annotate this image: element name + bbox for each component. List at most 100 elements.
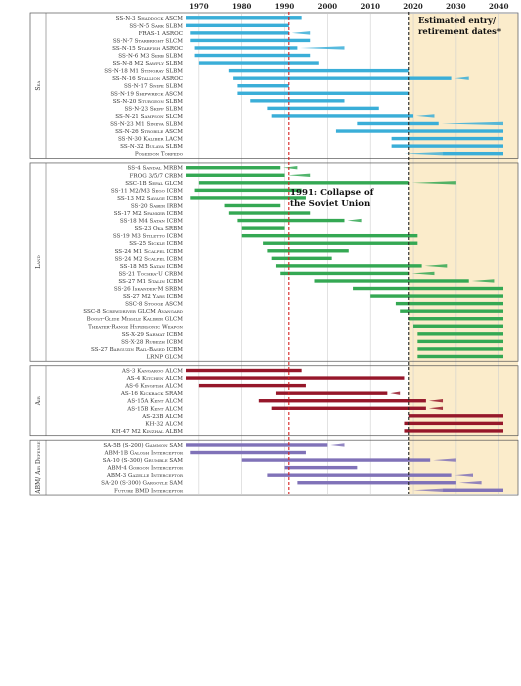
bar-boost-glide-missile-kaliber-glcm	[408, 317, 503, 321]
bar-ss-x-29-sarmat-icbm	[417, 332, 503, 336]
x-tick-label: 2030	[446, 2, 466, 11]
group-frame	[29, 439, 519, 496]
collapse-annotation-line2: the Soviet Union	[290, 199, 371, 209]
system-label-as-6-kingfish-alcm: AS-6 Kingfish ALCM	[124, 384, 183, 390]
system-label-abm-1b-galosh-interceptor: ABM-1B Galosh Interceptor	[104, 451, 184, 457]
estimate-wedge	[471, 279, 495, 283]
system-label-poseidon-torpedo: Poseidon Torpedo	[135, 152, 184, 158]
system-label-kh-47-m2-kinzhal-albm: KH-47 M2 Kinzhal ALBM	[112, 429, 184, 435]
bar-theater-range-hypersonic-weapon	[413, 324, 503, 328]
bar-ss-27-m1-stalin-icbm	[314, 279, 469, 283]
bar-ss-n-23-skiff-slbm	[267, 106, 379, 111]
system-label-ss-24-m1-scalpel-icbm: SS-24 M1 Scalpel ICBM	[115, 249, 184, 255]
bar-future-bmd-interceptor	[443, 488, 503, 492]
bar-poseidon-torpedo	[443, 151, 503, 156]
system-label-future-bmd-interceptor: Future BMD Interceptor	[114, 488, 184, 494]
group-label: Air	[35, 395, 42, 406]
group-frame	[29, 365, 519, 437]
bar-ss-n-23-m1-sineva-slbm	[357, 121, 439, 126]
estimate-wedge	[424, 264, 448, 268]
x-tick-label: 1990	[275, 2, 295, 11]
estimate-wedge	[416, 114, 435, 118]
system-label-ss-13-m2-savage-icbm: SS-13 M2 Savage ICBM	[117, 196, 183, 202]
estimate-wedge	[411, 271, 435, 276]
bar-ssc-8-screwdriver-glcm-avangard	[400, 309, 503, 313]
system-label-as-15b-kent-alcm: AS-15B Kent ALCM	[126, 406, 183, 412]
system-label-ss-n-16-stallion-asroc: SS-N-16 Stallion ASROC	[112, 76, 183, 82]
bar-lrnp-glcm	[417, 354, 503, 359]
x-tick-label: 2010	[360, 2, 380, 11]
system-label-ss-n-23-m1-sineva-slbm: SS-N-23 M1 Sineva SLBM	[110, 121, 183, 127]
bar-ss-n-6-m3-serb-slbm	[194, 53, 311, 58]
system-label-ss-11-m2-m3-sego-icbm: SS-11 M2/M3 Sego ICBM	[111, 188, 183, 194]
estimate-band	[408, 14, 518, 495]
bar-frog-3-5-7-crbm	[186, 173, 285, 177]
system-label-ss-27-m2-yars-icbm: SS-27 M2 Yars ICBM	[123, 294, 183, 300]
system-label-ss-27-barguzin-rail-based-icbm: SS-27 Barguzin Rail-Based ICBM	[91, 347, 183, 353]
bar-ss-n-7-starbright-slcm	[190, 38, 311, 43]
bar-ss-n-16-stallion-asroc	[233, 76, 452, 80]
bar-as-6-kingfish-alcm	[198, 383, 306, 388]
bar-fras-1-asroc	[190, 31, 289, 35]
system-label-abm-4-gorgon-interceptor: ABM-4 Gorgon Interceptor	[106, 466, 184, 472]
system-label-ss-18-m4-satan-icbm: SS-18 M4 Satan ICBM	[120, 219, 183, 225]
bar-ss-27-barguzin-rail-based-icbm	[417, 347, 503, 351]
system-label-ss-4-sandal-mrbm: SS-4 Sandal MRBM	[127, 166, 183, 172]
bars-layer	[186, 16, 503, 492]
system-label-as-3-kangaroo-alcm: AS-3 Kangaroo ALCM	[121, 369, 183, 375]
system-label-ss-17-m2-spanker-icbm: SS-17 M2 Spanker ICBM	[114, 211, 183, 217]
bar-ss-n-18-m1-stingray-slbm	[228, 68, 409, 73]
system-label-ss-x-29-sarmat-icbm: SS-X-29 Sarmat ICBM	[122, 332, 184, 338]
estimate-wedge	[428, 406, 444, 410]
bar-sa-5b-s-200-gammon-sam	[186, 443, 328, 447]
system-label-as-15a-kent-alcm: AS-15A Kent ALCM	[126, 399, 183, 405]
estimate-wedge	[441, 121, 503, 126]
group-label: ABM/ Air Defense	[35, 441, 42, 494]
bar-ss-4-sandal-mrbm	[186, 166, 281, 170]
bar-kh-47-m2-kinzhal-albm	[404, 429, 503, 433]
system-label-ss-19-m3-stiletto-icbm: SS-19 M3 Stiletto ICBM	[113, 234, 183, 240]
system-label-ssc-8-screwdriver-glcm-avangard: SSC-8 Screwdriver GLCM Avangard	[83, 309, 183, 315]
bar-ss-n-21-sampson-slcm	[271, 114, 414, 118]
estimate-wedge	[347, 218, 362, 223]
bar-sa-10-s-300-grumble-sam	[241, 458, 431, 462]
labels-layer: 1970 1980 1990 2000 2010 2020 2030 2040 Sea Land A…	[35, 2, 509, 495]
bar-as-4-kitchen-alcm	[186, 376, 405, 380]
x-tick-label: 1980	[232, 2, 252, 11]
system-label-theater-range-hypersonic-weapon: Theater-Range Hypersonic Weapon	[88, 324, 183, 330]
group-label: Land	[35, 255, 42, 269]
system-label-boost-glide-missile-kaliber-glcm: Boost-Glide Missile Kaliber GLCM	[87, 317, 184, 323]
system-label-abm-3-gazelle-interceptor: ABM-3 Gazelle Interceptor	[106, 473, 184, 479]
bar-ss-n-30-kaliber-lacm	[391, 136, 503, 141]
system-label-frog-3-5-7-crbm: FROG 3/5/7 CRBM	[130, 173, 184, 179]
bar-as-15a-kent-alcm	[258, 399, 426, 403]
bar-ss-18-m5-satan-icbm	[275, 264, 422, 268]
system-label-ss-n-20-sturgeon-slbm: SS-N-20 Sturgeon SLBM	[113, 99, 184, 105]
estimate-wedge	[283, 166, 298, 170]
estimate-band-layer	[408, 14, 518, 495]
bar-sa-20-s-300-gargoyle-sam	[297, 481, 456, 485]
x-tick-label: 2000	[318, 2, 338, 11]
system-label-ss-n-32-bulava-slbm: SS-N-32 Bulava SLBM	[120, 144, 183, 150]
estimate-wedge	[287, 173, 311, 177]
bar-ss-n-32-bulava-slbm	[391, 144, 503, 148]
system-label-ss-25-sickle-icbm: SS-25 Sickle ICBM	[129, 241, 183, 247]
system-label-ss-27-m1-stalin-icbm: SS-27 M1 Stalin ICBM	[118, 279, 183, 285]
system-label-ss-n-7-starbright-slcm: SS-N-7 Starbright SLCM	[113, 38, 183, 44]
system-label-ssc-8-stooge-ascm: SSC-8 Stooge ASCM	[125, 302, 183, 308]
system-label-ssc-1b-sepal-glcm: SSC-1B Sepal GLCM	[125, 181, 183, 187]
estimate-wedge	[390, 391, 401, 395]
estimate-wedge	[330, 443, 345, 447]
system-label-ss-n-30-kaliber-lacm: SS-N-30 Kaliber LACM	[118, 137, 183, 143]
estimate-wedge	[454, 76, 469, 80]
estimate-wedge	[300, 46, 345, 50]
x-tick-label: 2040	[489, 2, 509, 11]
estimate-wedge	[404, 151, 444, 156]
system-label-ss-n-8-m2-sawfly-slbm: SS-N-8 M2 Sawfly SLBM	[113, 61, 184, 67]
system-label-ss-18-m5-satan-icbm: SS-18 M5 Satan ICBM	[120, 264, 183, 270]
bar-ss-n-20-sturgeon-slbm	[250, 99, 345, 103]
bar-abm-3-gazelle-interceptor	[267, 473, 452, 477]
system-label-as-23b-alcm: AS-23B ALCM	[141, 414, 183, 420]
estimate-wedge	[458, 481, 482, 485]
